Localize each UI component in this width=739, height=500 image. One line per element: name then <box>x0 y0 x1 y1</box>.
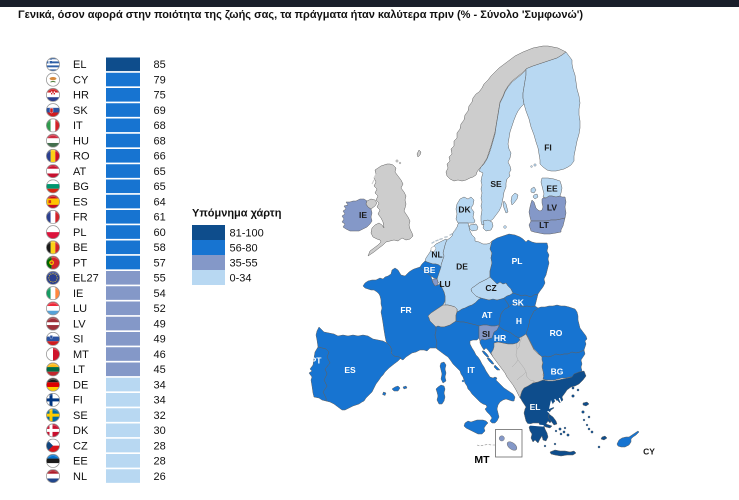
svg-text:HU: HU <box>73 135 89 147</box>
svg-text:66: 66 <box>154 151 166 163</box>
svg-text:64: 64 <box>154 196 166 208</box>
svg-text:SI: SI <box>482 329 490 339</box>
svg-text:EE: EE <box>546 184 558 194</box>
svg-text:26: 26 <box>154 471 166 483</box>
svg-text:IT: IT <box>73 120 83 132</box>
svg-text:IE: IE <box>73 288 83 300</box>
svg-text:MT: MT <box>73 349 89 361</box>
svg-text:AT: AT <box>73 166 87 178</box>
svg-text:H: H <box>516 316 522 326</box>
svg-text:BE: BE <box>424 265 436 275</box>
svg-text:CZ: CZ <box>73 440 88 452</box>
svg-text:ES: ES <box>73 196 88 208</box>
svg-text:28: 28 <box>154 456 166 468</box>
svg-text:DE: DE <box>73 379 88 391</box>
svg-text:65: 65 <box>154 166 166 178</box>
svg-text:MT: MT <box>474 454 490 466</box>
svg-text:LV: LV <box>73 318 86 330</box>
svg-text:LV: LV <box>547 203 558 213</box>
svg-text:CY: CY <box>73 74 89 86</box>
svg-text:AT: AT <box>482 310 494 320</box>
svg-text:EL27: EL27 <box>73 273 99 285</box>
svg-text:PT: PT <box>73 257 87 269</box>
svg-text:EE: EE <box>73 456 88 468</box>
svg-text:49: 49 <box>154 334 166 346</box>
svg-text:PT: PT <box>311 356 323 366</box>
svg-text:FR: FR <box>73 212 88 224</box>
svg-text:34: 34 <box>154 395 166 407</box>
svg-text:ES: ES <box>344 365 356 375</box>
svg-text:SE: SE <box>490 179 502 189</box>
svg-text:85: 85 <box>154 59 166 71</box>
svg-text:SK: SK <box>73 105 88 117</box>
svg-text:58: 58 <box>154 242 166 254</box>
svg-text:68: 68 <box>154 135 166 147</box>
svg-text:HR: HR <box>494 333 506 343</box>
svg-text:SI: SI <box>73 334 83 346</box>
svg-text:52: 52 <box>154 303 166 315</box>
svg-text:75: 75 <box>154 90 166 102</box>
svg-text:0-34: 0-34 <box>230 273 252 285</box>
svg-text:LT: LT <box>539 220 550 230</box>
svg-text:32: 32 <box>154 410 166 422</box>
svg-text:SE: SE <box>73 410 88 422</box>
svg-text:IT: IT <box>467 365 475 375</box>
svg-text:46: 46 <box>154 349 166 361</box>
svg-text:30: 30 <box>154 425 166 437</box>
svg-text:CZ: CZ <box>485 283 496 293</box>
svg-text:81-100: 81-100 <box>230 228 264 240</box>
svg-text:BG: BG <box>551 367 564 377</box>
svg-text:57: 57 <box>154 257 166 269</box>
svg-text:BG: BG <box>73 181 89 193</box>
svg-text:28: 28 <box>154 440 166 452</box>
svg-text:NL: NL <box>431 250 442 260</box>
svg-text:54: 54 <box>154 288 166 300</box>
svg-text:CY: CY <box>643 447 655 457</box>
svg-text:45: 45 <box>154 364 166 376</box>
svg-text:DK: DK <box>73 425 89 437</box>
svg-text:61: 61 <box>154 212 166 224</box>
svg-text:LT: LT <box>73 364 85 376</box>
svg-text:69: 69 <box>154 105 166 117</box>
svg-text:NL: NL <box>73 471 87 483</box>
svg-text:DK: DK <box>458 205 471 215</box>
svg-text:IE: IE <box>359 210 367 220</box>
svg-text:PL: PL <box>73 227 86 239</box>
svg-text:PL: PL <box>512 256 523 266</box>
svg-text:FI: FI <box>544 143 552 153</box>
svg-text:FI: FI <box>73 395 83 407</box>
svg-text:65: 65 <box>154 181 166 193</box>
svg-text:EL: EL <box>530 402 541 412</box>
svg-text:EL: EL <box>73 59 86 71</box>
svg-text:56-80: 56-80 <box>230 243 258 255</box>
svg-text:BE: BE <box>73 242 88 254</box>
svg-text:60: 60 <box>154 227 166 239</box>
svg-text:79: 79 <box>154 74 166 86</box>
svg-text:SK: SK <box>512 298 525 308</box>
svg-text:LU: LU <box>73 303 87 315</box>
svg-text:HR: HR <box>73 90 89 102</box>
svg-text:FR: FR <box>400 305 411 315</box>
svg-text:RO: RO <box>73 151 90 163</box>
svg-text:49: 49 <box>154 318 166 330</box>
svg-text:Υπόμνημα χάρτη: Υπόμνημα χάρτη <box>192 208 282 220</box>
svg-text:34: 34 <box>154 379 166 391</box>
svg-text:68: 68 <box>154 120 166 132</box>
svg-text:LU: LU <box>439 279 450 289</box>
svg-text:RO: RO <box>550 328 563 338</box>
svg-text:55: 55 <box>154 273 166 285</box>
svg-text:35-55: 35-55 <box>230 258 258 270</box>
svg-text:DE: DE <box>456 262 468 272</box>
